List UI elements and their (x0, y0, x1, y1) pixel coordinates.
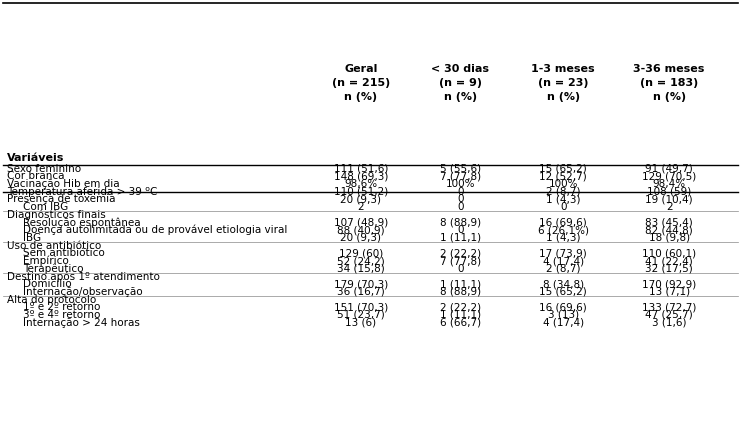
Text: 133 (72,7): 133 (72,7) (642, 302, 697, 312)
Text: 16 (69,6): 16 (69,6) (539, 302, 587, 312)
Text: 179 (70,3): 179 (70,3) (333, 279, 388, 289)
Text: 3 (13): 3 (13) (548, 310, 579, 320)
Text: 98,6%: 98,6% (345, 179, 377, 189)
Text: 1 (4,3): 1 (4,3) (546, 194, 580, 204)
Text: 1 (4,3): 1 (4,3) (546, 233, 580, 243)
Text: 2 (22,2): 2 (22,2) (439, 248, 481, 258)
Text: 34 (15,8): 34 (15,8) (337, 264, 385, 274)
Text: 4 (17,4): 4 (17,4) (542, 256, 584, 266)
Text: Alta do protocolo: Alta do protocolo (7, 295, 96, 305)
Text: 36 (16,7): 36 (16,7) (337, 287, 385, 297)
Text: 20 (9,3): 20 (9,3) (340, 233, 382, 243)
Text: Cor branca: Cor branca (7, 171, 64, 181)
Text: Vacinação Hib em dia: Vacinação Hib em dia (7, 179, 120, 189)
Text: 111 (51,6): 111 (51,6) (333, 164, 388, 173)
Text: 1 (11,1): 1 (11,1) (439, 279, 481, 289)
Text: 129 (60): 129 (60) (339, 248, 383, 258)
Text: Com IBG: Com IBG (24, 202, 69, 212)
Text: Domicílio: Domicílio (24, 279, 72, 289)
Text: 12 (52,7): 12 (52,7) (539, 171, 587, 181)
Text: 2 (8,7): 2 (8,7) (546, 264, 580, 274)
Text: 82 (44,8): 82 (44,8) (645, 225, 693, 235)
Text: 1 (11,1): 1 (11,1) (439, 233, 481, 243)
Text: 32 (17,5): 32 (17,5) (645, 264, 693, 274)
Text: 0: 0 (457, 187, 463, 197)
Text: 2 (8,7): 2 (8,7) (546, 187, 580, 197)
Text: 8 (34,8): 8 (34,8) (542, 279, 584, 289)
Text: 0: 0 (457, 264, 463, 274)
Text: 2: 2 (665, 202, 672, 212)
Text: Uso de antibiótico: Uso de antibiótico (7, 241, 102, 251)
Text: 20 (9,3): 20 (9,3) (340, 194, 382, 204)
Text: 151 (70,3): 151 (70,3) (333, 302, 388, 312)
Text: 2 (22,2): 2 (22,2) (439, 302, 481, 312)
Text: 5 (55,6): 5 (55,6) (439, 164, 481, 173)
Text: Terapêutico: Terapêutico (24, 264, 84, 274)
Text: 16 (69,6): 16 (69,6) (539, 218, 587, 227)
Text: Diagnósticos finais: Diagnósticos finais (7, 210, 106, 220)
Text: Sem antibiótico: Sem antibiótico (24, 248, 105, 258)
Text: IBG: IBG (24, 233, 41, 243)
Text: Empírico: Empírico (24, 256, 69, 266)
Text: 41 (22,4): 41 (22,4) (645, 256, 693, 266)
Text: 3-36 meses
(n = 183)
n (%): 3-36 meses (n = 183) n (%) (634, 64, 705, 102)
Text: 3º e 4º retorno: 3º e 4º retorno (24, 310, 101, 320)
Text: Geral
(n = 215)
n (%): Geral (n = 215) n (%) (332, 64, 390, 102)
Text: 170 (92,9): 170 (92,9) (642, 279, 697, 289)
Text: 148 (69,3): 148 (69,3) (333, 171, 388, 181)
Text: 4 (17,4): 4 (17,4) (542, 317, 584, 328)
Text: Destino após 1º atendimento: Destino após 1º atendimento (7, 271, 160, 282)
Text: 91 (49,7): 91 (49,7) (645, 164, 693, 173)
Text: Presença de toxemia: Presença de toxemia (7, 194, 116, 204)
Text: 98,4%: 98,4% (653, 179, 685, 189)
Text: 6 (26,1%): 6 (26,1%) (538, 225, 588, 235)
Text: 100%: 100% (445, 179, 475, 189)
Text: Internação > 24 horas: Internação > 24 horas (24, 317, 140, 328)
Text: Temperatura aferida > 39 ºC: Temperatura aferida > 39 ºC (7, 187, 158, 197)
Text: 83 (45,4): 83 (45,4) (645, 218, 693, 227)
Text: 1º e 2º retorno: 1º e 2º retorno (24, 302, 101, 312)
Text: < 30 dias
(n = 9)
n (%): < 30 dias (n = 9) n (%) (431, 64, 489, 102)
Text: 1-3 meses
(n = 23)
n (%): 1-3 meses (n = 23) n (%) (531, 64, 595, 102)
Text: 108 (59): 108 (59) (647, 187, 691, 197)
Text: 0: 0 (457, 202, 463, 212)
Text: 47 (25,7): 47 (25,7) (645, 310, 693, 320)
Text: 88 (40,9): 88 (40,9) (337, 225, 385, 235)
Text: 15 (65,2): 15 (65,2) (539, 164, 587, 173)
Text: 0: 0 (560, 202, 566, 212)
Text: 8 (88,9): 8 (88,9) (439, 218, 481, 227)
Text: 51 (23,7): 51 (23,7) (337, 310, 385, 320)
Text: 110 (51,2): 110 (51,2) (333, 187, 388, 197)
Text: 17 (73,9): 17 (73,9) (539, 248, 587, 258)
Text: Variáveis: Variáveis (7, 153, 64, 164)
Text: 19 (10,4): 19 (10,4) (645, 194, 693, 204)
Text: 2: 2 (358, 202, 365, 212)
Text: 13 (7,1): 13 (7,1) (648, 287, 690, 297)
Text: Internação/observação: Internação/observação (24, 287, 143, 297)
Text: Sexo feminino: Sexo feminino (7, 164, 82, 173)
Text: 7 (77,8): 7 (77,8) (439, 171, 481, 181)
Text: Resolução espontânea: Resolução espontânea (24, 217, 141, 228)
Text: 110 (60,1): 110 (60,1) (642, 248, 696, 258)
Text: 52 (24,2): 52 (24,2) (337, 256, 385, 266)
Text: 0: 0 (457, 225, 463, 235)
Text: 7 (77,8): 7 (77,8) (439, 256, 481, 266)
Text: 1 (11,1): 1 (11,1) (439, 310, 481, 320)
Text: 3 (1,6): 3 (1,6) (652, 317, 686, 328)
Text: 8 (88,9): 8 (88,9) (439, 287, 481, 297)
Text: 6 (66,7): 6 (66,7) (439, 317, 481, 328)
Text: 18 (9,8): 18 (9,8) (648, 233, 690, 243)
Text: 107 (48,9): 107 (48,9) (333, 218, 388, 227)
Text: 100%: 100% (548, 179, 578, 189)
Text: 0: 0 (457, 194, 463, 204)
Text: 13 (6): 13 (6) (345, 317, 376, 328)
Text: 129 (70,5): 129 (70,5) (642, 171, 697, 181)
Text: 15 (65,2): 15 (65,2) (539, 287, 587, 297)
Text: Doença autolimitada ou de provável etiologia viral: Doença autolimitada ou de provável etiol… (24, 225, 288, 235)
